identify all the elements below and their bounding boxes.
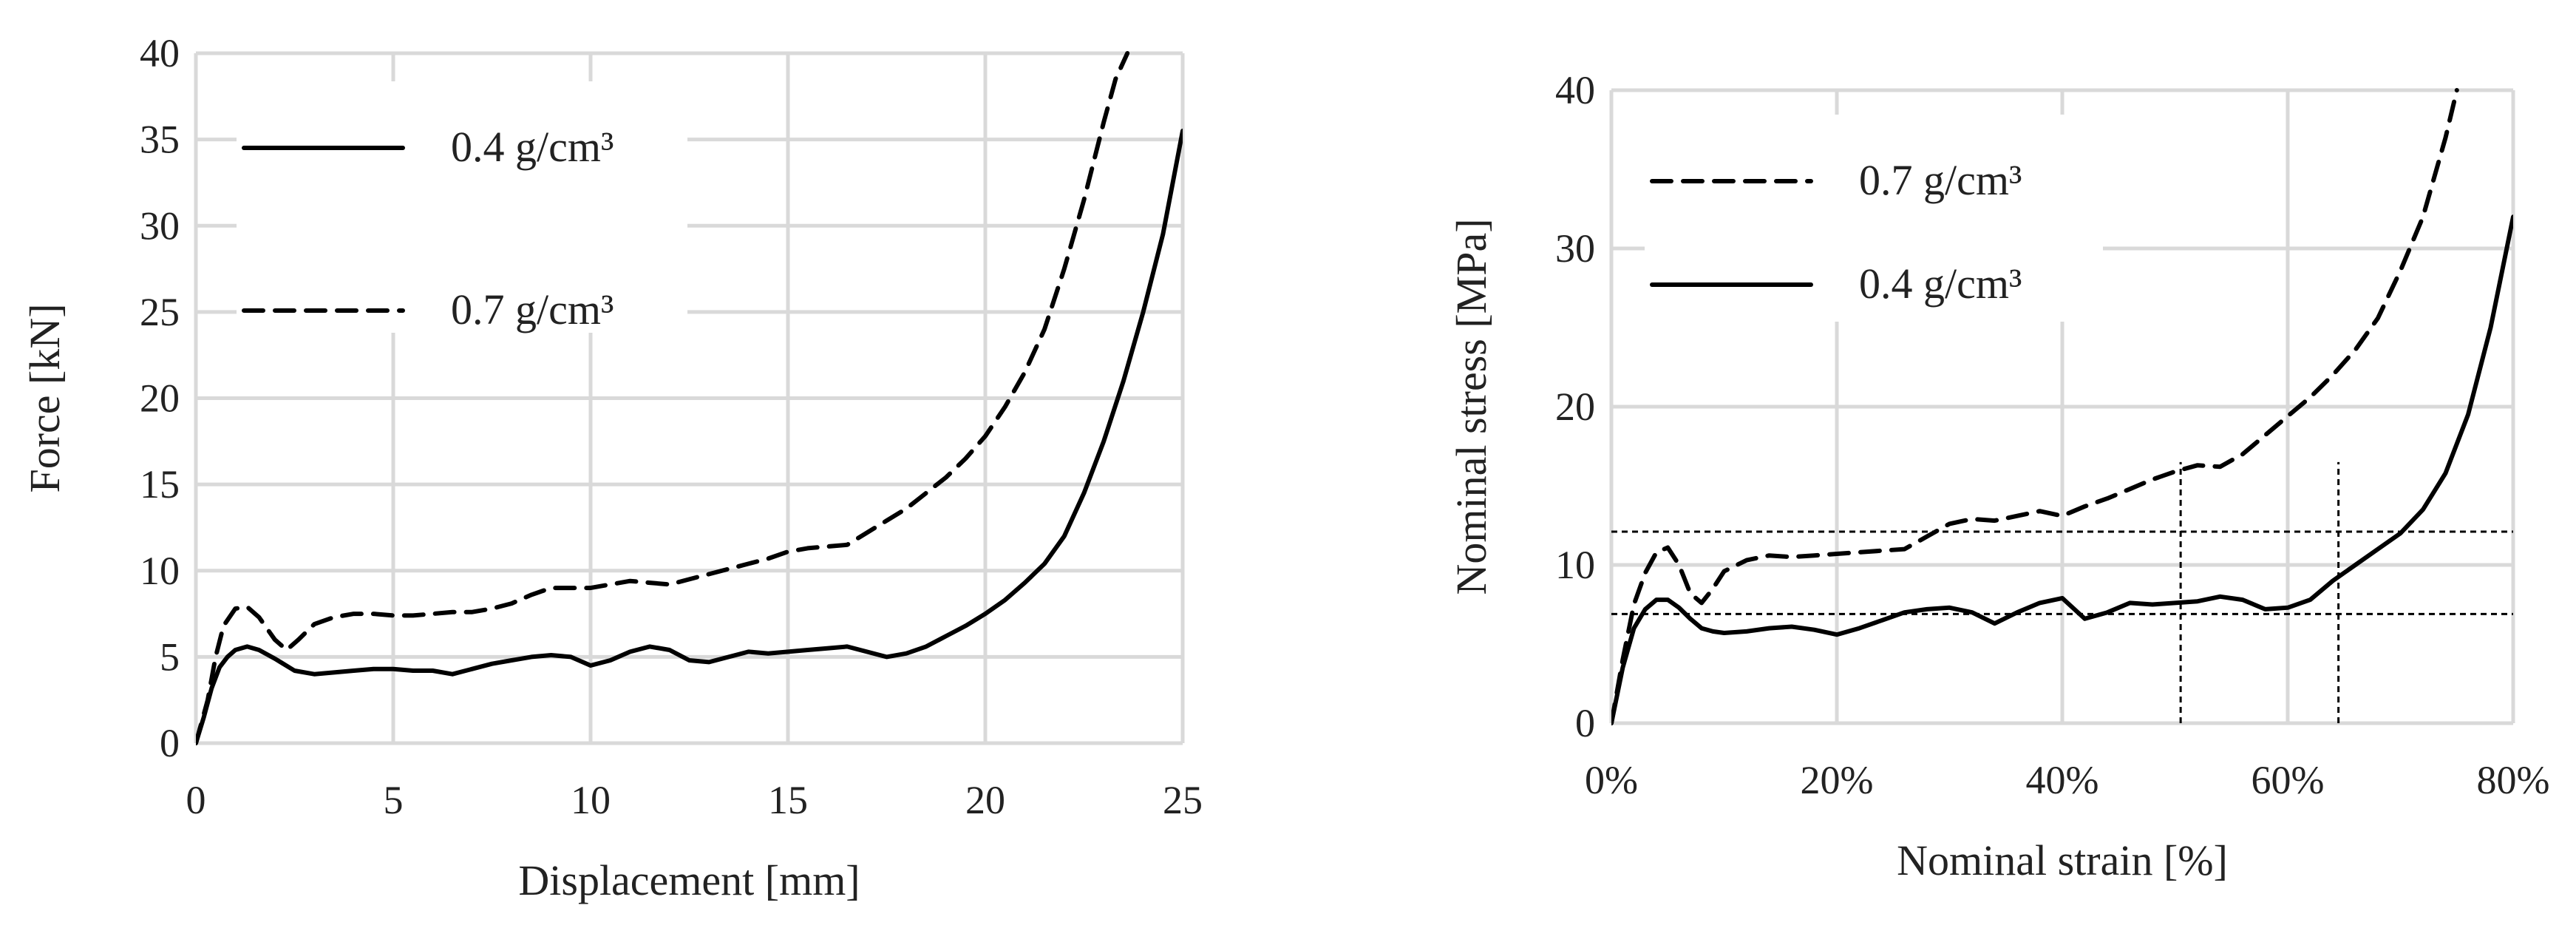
dashed-series-line	[196, 51, 1130, 745]
legend: 0.4 g/cm³ 0.7 g/cm³	[237, 81, 687, 333]
y-tick-label: 40	[140, 31, 180, 75]
x-tick-label: 10	[571, 778, 611, 822]
y-tick-label: 10	[140, 549, 180, 593]
y-tick-label: 15	[140, 462, 180, 507]
x-tick-label: 80%	[2477, 758, 2550, 802]
y-tick-label: 10	[1555, 543, 1595, 587]
x-tick-label: 25	[1163, 778, 1203, 822]
y-tick-label: 40	[1555, 68, 1595, 112]
x-tick-label: 20%	[1801, 758, 1874, 802]
y-tick-label: 20	[140, 376, 180, 421]
x-axis-title: Nominal strain [%]	[1897, 836, 2228, 884]
y-tick-label: 30	[1555, 226, 1595, 271]
y-tick-label: 20	[1555, 385, 1595, 429]
y-tick-label: 0	[160, 721, 180, 765]
y-axis-title: Force [kN]	[21, 303, 69, 492]
y-tick-label: 25	[140, 290, 180, 334]
y-tick-label: 0	[1575, 701, 1595, 745]
legend-label: 0.7 g/cm³	[1859, 156, 2022, 204]
x-tick-label: 40%	[2026, 758, 2099, 802]
solid-series-line	[196, 129, 1183, 745]
legend-background	[1645, 115, 2103, 322]
legend-background	[237, 81, 687, 333]
force-displacement-chart: 0 5 10 15 20 25 30 35 40 0 5 10 15 20 25 Displacement […	[21, 31, 1203, 904]
x-tick-label: 0%	[1585, 758, 1638, 802]
x-tick-label: 5	[384, 778, 404, 822]
x-tick-label: 60%	[2252, 758, 2325, 802]
y-tick-label: 30	[140, 203, 180, 248]
x-tick-label: 15	[768, 778, 808, 822]
legend-label: 0.7 g/cm³	[451, 285, 614, 333]
legend-label: 0.4 g/cm³	[1859, 260, 2022, 308]
y-tick-label: 5	[160, 634, 180, 679]
legend: 0.7 g/cm³ 0.4 g/cm³	[1645, 115, 2103, 322]
stress-strain-chart: 0 10 20 30 40 0% 20% 40% 60% 80% Nominal strain [%…	[1447, 68, 2549, 884]
solid-series-line	[1611, 214, 2513, 725]
x-tick-label: 0	[186, 778, 206, 822]
dashed-series-line	[1611, 88, 2459, 725]
legend-label: 0.4 g/cm³	[451, 123, 614, 171]
y-tick-label: 35	[140, 118, 180, 162]
x-tick-label: 20	[965, 778, 1005, 822]
y-axis-title: Nominal stress [MPa]	[1447, 218, 1495, 595]
x-axis-title: Displacement [mm]	[518, 856, 860, 904]
